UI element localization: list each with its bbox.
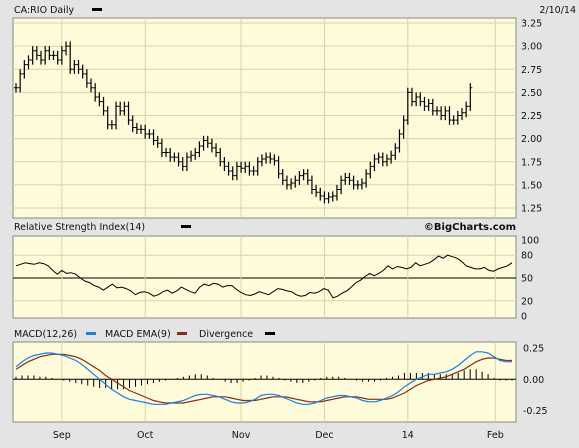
- macd-panel: -0.25 0.00 0.25 MACD(12,26) MACD EMA(9) Di…: [12, 329, 548, 423]
- chart-date-label: 2/10/14: [539, 5, 576, 16]
- macd-y-tick-label: 0.00: [523, 375, 544, 386]
- rsi-y-tick-label: 80: [521, 251, 533, 262]
- x-tick-label: Oct: [137, 430, 154, 441]
- price-y-tick-label: 1.50: [521, 180, 542, 191]
- price-y-tick-label: 1.75: [521, 157, 542, 168]
- rsi-y-tick-label: 0: [521, 312, 527, 323]
- macd-ema-line: [15, 353, 512, 404]
- price-y-tick-label: 2.25: [521, 111, 542, 122]
- macd-y-axis: -0.25 0.00 0.25: [523, 344, 548, 418]
- price-y-tick-label: 2.00: [521, 134, 542, 145]
- x-axis: Sep Oct Nov Dec 14 Feb: [53, 430, 504, 441]
- x-tick-label: Nov: [232, 430, 251, 441]
- rsi-y-tick-label: 50: [521, 274, 533, 285]
- divergence-histogram: [15, 369, 513, 390]
- rsi-y-tick-label: 100: [521, 236, 539, 247]
- macd-legend-swatch: [86, 332, 96, 335]
- rsi-plot-area: [12, 235, 517, 319]
- price-panel: 1.25 1.50 1.75 2.00 2.25 2.50 2.75 3.00 3.25 CA:…: [12, 5, 576, 219]
- divergence-legend-swatch: [265, 332, 275, 335]
- price-y-tick-label: 1.25: [521, 204, 542, 215]
- divergence-legend-label: Divergence: [199, 329, 253, 340]
- price-bars: [14, 41, 473, 204]
- macd-line: [15, 351, 512, 405]
- macd-legend-label: MACD(12,26): [14, 329, 77, 340]
- x-tick-label: 14: [402, 430, 414, 441]
- rsi-gridlines: [13, 236, 516, 318]
- macd-y-tick-label: -0.25: [523, 406, 548, 417]
- price-title: CA:RIO Daily: [14, 5, 74, 16]
- rsi-y-axis: 0 20 50 80 100: [521, 236, 539, 323]
- x-tick-label: Dec: [315, 430, 333, 441]
- x-tick-label: Sep: [53, 430, 71, 441]
- macd-ema-legend-label: MACD EMA(9): [105, 329, 171, 340]
- rsi-panel: 0 20 50 80 100 Relative Strength Index(14) ©…: [12, 222, 539, 323]
- macd-ema-legend-swatch: [177, 332, 187, 335]
- chart-watermark: ©BigCharts.com: [424, 222, 516, 233]
- rsi-y-tick-label: 20: [521, 296, 533, 307]
- price-legend-swatch: [92, 8, 102, 11]
- price-y-tick-label: 2.75: [521, 65, 542, 76]
- price-y-axis: 1.25 1.50 1.75 2.00 2.25 2.50 2.75 3.00 3.25: [521, 19, 542, 215]
- x-tick-label: Feb: [487, 430, 504, 441]
- price-y-tick-label: 2.50: [521, 88, 542, 99]
- rsi-line: [15, 254, 513, 299]
- rsi-legend-swatch: [181, 225, 191, 228]
- price-y-tick-label: 3.00: [521, 42, 542, 53]
- rsi-title: Relative Strength Index(14): [14, 222, 145, 233]
- macd-y-tick-label: 0.25: [523, 344, 544, 355]
- macd-plot-area: [12, 341, 517, 423]
- price-y-tick-label: 3.25: [521, 19, 542, 30]
